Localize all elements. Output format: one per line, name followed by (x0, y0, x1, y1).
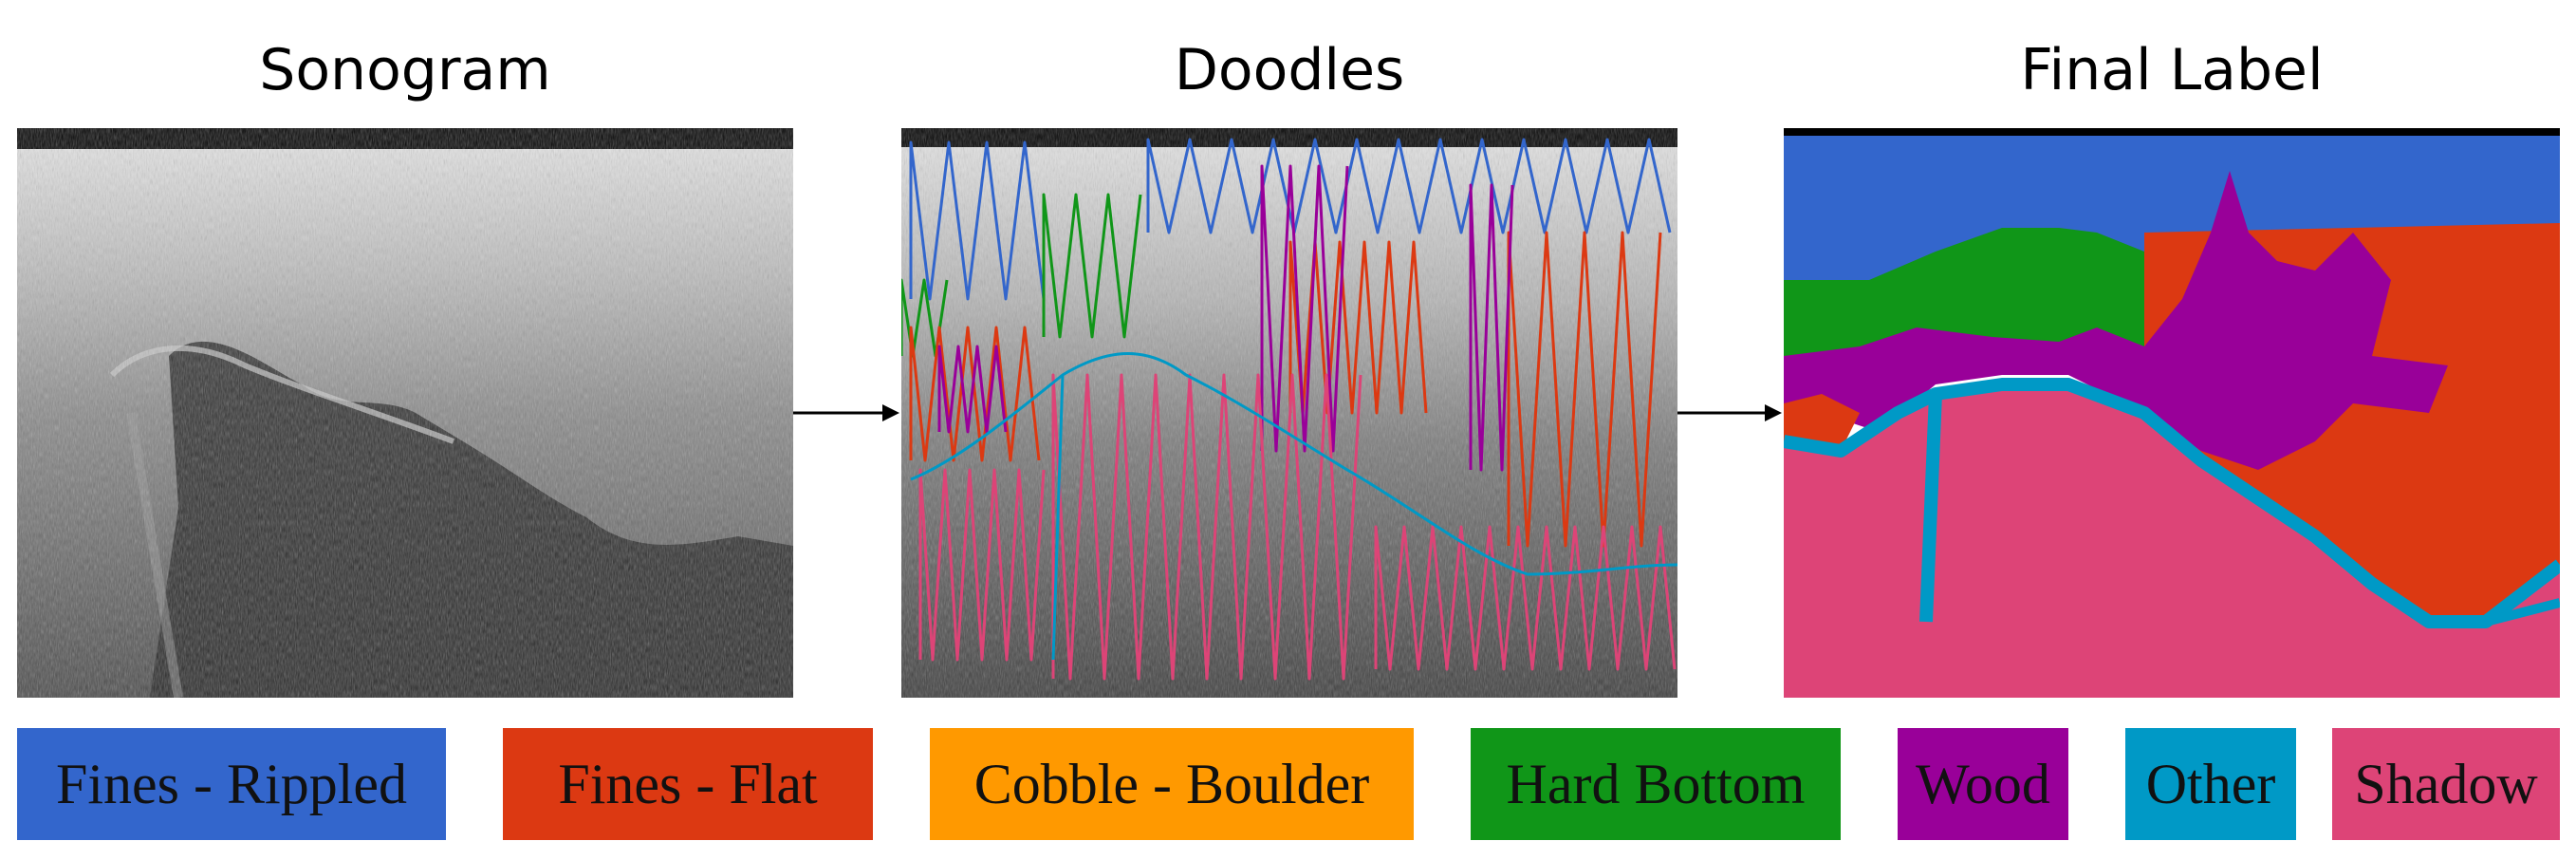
legend-item-other: Other (2125, 728, 2296, 840)
arrow-right-icon (793, 404, 899, 421)
region-wood (1784, 171, 2448, 470)
legend-label: Cobble - Boulder (973, 752, 1370, 815)
region-other (1784, 378, 2560, 628)
doodle-fines-flat (909, 326, 1041, 462)
legend-label: Fines - Rippled (56, 752, 407, 815)
doodle-other (1051, 374, 1065, 661)
legend-label: Fines - Flat (558, 752, 818, 815)
doodle-fines-flat (1507, 231, 1662, 548)
legend-item-hard-bottom: Hard Bottom (1471, 728, 1841, 840)
legend-item-fines-flat: Fines - Flat (503, 728, 873, 840)
region-hard-bottom (1784, 228, 2144, 356)
doodle-shadow (1051, 373, 1362, 681)
panel-title-final-label: Final Label (2020, 37, 2324, 103)
panel-title-sonogram: Sonogram (259, 37, 551, 103)
legend-item-fines-rippled: Fines - Rippled (17, 728, 446, 840)
doodle-wood (937, 345, 1008, 434)
legend-label: Hard Bottom (1506, 752, 1806, 815)
sonogram-image (17, 128, 793, 698)
legend-label: Other (2145, 752, 2276, 815)
arrow-right-icon (1677, 404, 1782, 421)
doodle-fines-rippled (1146, 138, 1672, 234)
doodles-image (901, 128, 1677, 698)
doodle-shadow (1374, 525, 1677, 671)
legend-item-cobble-boulder: Cobble - Boulder (930, 728, 1414, 840)
doodle-fines-rippled (909, 140, 1046, 301)
legend-label: Shadow (2354, 752, 2538, 815)
legend-item-shadow: Shadow (2332, 728, 2560, 840)
region-shadow (1784, 384, 2560, 698)
panel-title-doodles: Doodles (1174, 37, 1405, 103)
legend-item-wood: Wood (1898, 728, 2068, 840)
region-fines-flat-left (1784, 394, 1860, 451)
doodle-wood (1469, 183, 1514, 472)
doodle-other (910, 352, 1677, 576)
final-label-image (1784, 128, 2560, 698)
legend-label: Wood (1916, 752, 2050, 815)
doodle-wood (1260, 164, 1349, 453)
doodle-shadow (918, 468, 1046, 662)
doodle-hard-bottom (1042, 193, 1142, 339)
